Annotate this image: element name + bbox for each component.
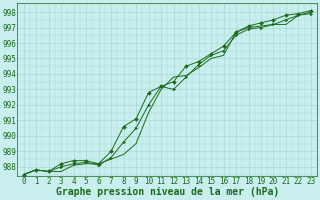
X-axis label: Graphe pression niveau de la mer (hPa): Graphe pression niveau de la mer (hPa) <box>56 187 279 197</box>
